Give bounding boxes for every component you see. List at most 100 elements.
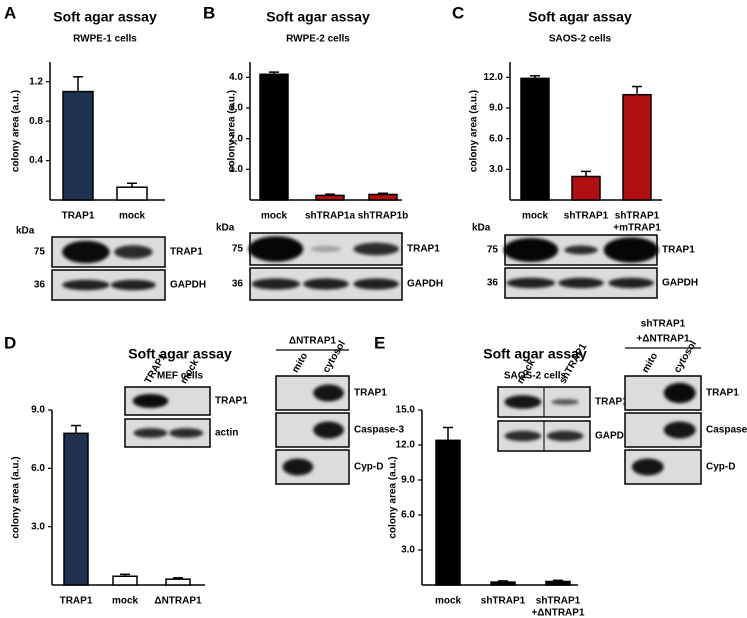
blot-header: ΔNTRAP1 — [289, 336, 337, 347]
x-tick-label: ΔNTRAP1 — [154, 596, 202, 607]
panel-letter: C — [452, 3, 464, 22]
blot-band — [132, 394, 169, 408]
bar — [315, 194, 345, 201]
x-tick-label: shTRAP1a — [305, 211, 355, 222]
blot-band — [631, 458, 664, 476]
blot-band — [663, 382, 696, 404]
band-label: TRAP1 — [595, 397, 628, 408]
kda-label: kDa — [16, 226, 35, 237]
x-tick-label: TRAP1 — [62, 211, 95, 222]
chart-title: Soft agar assay — [483, 346, 587, 362]
bar — [435, 439, 461, 586]
chart-subtitle: SAOS-2 cells — [549, 34, 612, 45]
band-label: Cyp-D — [354, 462, 383, 473]
kda-marker: 36 — [232, 279, 244, 290]
y-tick-label: 15.0 — [396, 405, 416, 416]
blot-band — [282, 458, 314, 476]
y-tick-label: 9.0 — [489, 103, 503, 114]
y-tick-label: 9.0 — [31, 405, 45, 416]
band-label: TRAP1 — [170, 247, 203, 258]
band-label: GAPDH — [170, 280, 206, 291]
chart-subtitle: RWPE-1 cells — [73, 34, 137, 45]
band-label: TRAP1 — [215, 396, 248, 407]
y-axis-label: colony area (a.u.) — [11, 90, 22, 172]
blot-band — [546, 430, 584, 442]
y-tick-label: 6.0 — [401, 510, 415, 521]
blot-band — [504, 430, 542, 442]
y-axis-label: colony area (a.u.) — [11, 456, 22, 538]
x-tick-label: shTRAP1 — [615, 211, 660, 222]
x-tick-label: mock — [522, 211, 549, 222]
blot-band — [62, 240, 110, 264]
x-tick-label: shTRAP1 — [481, 596, 526, 607]
y-axis-label: colony area (a.u.) — [469, 90, 480, 172]
band-label: Caspase-3 — [706, 425, 747, 436]
chart-subtitle: SAOS-2 cells — [504, 371, 567, 382]
y-axis-label: colony area (a.u.) — [227, 90, 238, 172]
kda-marker: 36 — [487, 278, 499, 289]
bar — [571, 175, 601, 201]
blot-band — [506, 277, 556, 289]
y-tick-label: 1.0 — [229, 164, 243, 175]
blot-band — [303, 278, 349, 290]
blot-band — [251, 278, 301, 290]
lane-label: mito — [640, 351, 660, 375]
blot-band — [603, 237, 659, 263]
band-label: GAPDH — [662, 278, 698, 289]
y-tick-label: 12.0 — [396, 440, 416, 451]
blot-band — [313, 421, 344, 439]
bar — [116, 186, 148, 201]
bar — [545, 580, 571, 586]
band-label: GAPDH — [595, 431, 631, 442]
blot-band — [353, 278, 399, 290]
panel-letter: B — [203, 3, 215, 22]
bar — [63, 432, 89, 586]
bar — [368, 193, 398, 201]
blot-band — [169, 428, 204, 438]
chart-title: Soft agar assay — [128, 346, 232, 362]
kda-marker: 36 — [34, 280, 46, 291]
bar — [62, 90, 94, 201]
kda-marker: 75 — [487, 245, 499, 256]
y-tick-label: 3.0 — [229, 103, 243, 114]
band-label: Caspase-3 — [354, 425, 404, 436]
y-tick-label: 3.0 — [489, 164, 503, 175]
blot-band — [310, 245, 342, 253]
lane-label: mito — [290, 351, 310, 375]
blot-band — [663, 421, 696, 439]
blot-band — [608, 277, 654, 289]
y-tick-label: 1.2 — [29, 76, 43, 87]
band-label: actin — [215, 428, 238, 439]
y-tick-label: 12.0 — [484, 72, 504, 83]
y-tick-label: 6.0 — [31, 463, 45, 474]
chart-title: Soft agar assay — [53, 9, 157, 25]
y-tick-label: 3.0 — [31, 521, 45, 532]
bar — [622, 93, 652, 201]
band-label: TRAP1 — [662, 245, 695, 256]
kda-marker: 75 — [232, 244, 244, 255]
x-tick-label: mock — [261, 211, 288, 222]
x-tick-label: mock — [119, 211, 146, 222]
panel-letter: E — [374, 333, 385, 352]
chart-subtitle: MEF cells — [157, 371, 204, 382]
panel-letter: D — [4, 333, 16, 352]
band-label: TRAP1 — [354, 388, 387, 399]
y-tick-label: 6.0 — [489, 133, 503, 144]
blot-header: shTRAP1 — [641, 319, 686, 330]
chart-title: Soft agar assay — [528, 9, 632, 25]
chart-title: Soft agar assay — [266, 9, 370, 25]
x-tick-label: shTRAP1 — [564, 211, 609, 222]
bar — [490, 581, 516, 586]
chart-subtitle: RWPE-2 cells — [286, 34, 350, 45]
band-label: Cyp-D — [706, 462, 735, 473]
band-label: TRAP1 — [706, 388, 739, 399]
blot-header: +ΔNTRAP1 — [636, 334, 689, 345]
y-tick-label: 4.0 — [229, 72, 243, 83]
blot-band — [114, 245, 153, 259]
blot-band — [504, 395, 542, 409]
y-tick-label: 2.0 — [229, 133, 243, 144]
y-tick-label: 0.4 — [29, 155, 43, 166]
x-tick-label: mock — [435, 596, 462, 607]
x-tick-label: mock — [112, 596, 139, 607]
